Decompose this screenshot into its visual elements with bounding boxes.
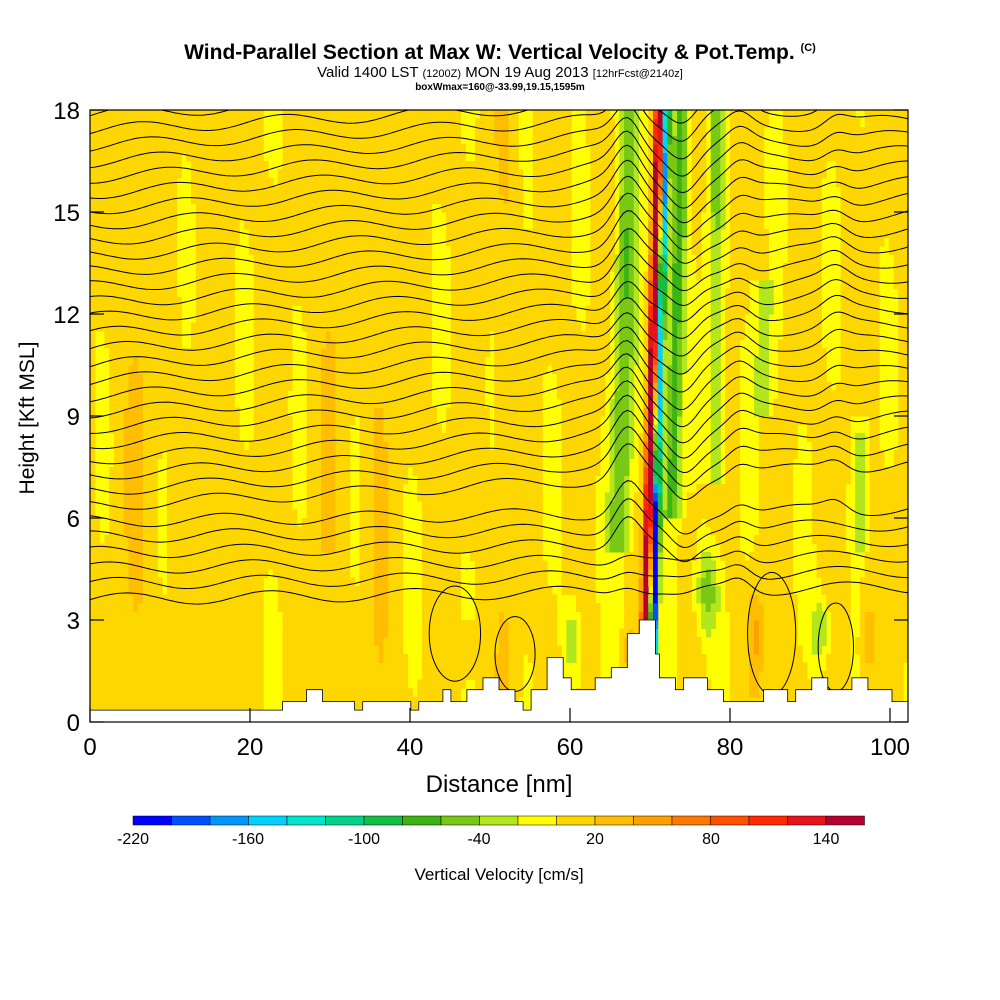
colorbar-swatch [132,815,172,826]
colorbar-swatch [633,815,673,826]
theta-contour [90,110,819,152]
colorbar [132,815,865,826]
colorbar-swatch [787,815,827,826]
colorbar-swatch [479,815,519,826]
colorbar-swatch [402,815,442,826]
x-tick-100: 100 [870,734,910,761]
y-tick-0: 0 [67,710,80,737]
y-tick-12: 12 [53,302,80,329]
colorbar-tick-m100: -100 [348,831,380,848]
theta-contour [90,353,908,419]
box-info: boxWmax=160@-33.99,19.15,1595m [415,82,585,93]
theta-contour [90,380,908,450]
theta-contour [90,110,698,135]
y-tick-18: 18 [53,98,80,125]
colorbar-tick-20: 20 [586,831,604,848]
colorbar-swatch [440,815,480,826]
x-tick-labels: 0 20 40 60 80 100 [83,734,910,761]
x-tick-0: 0 [83,734,96,761]
theta-contour [90,311,908,368]
theta-contour [90,516,908,563]
colorbar-swatch [748,815,788,826]
theta-contour [90,294,908,351]
x-tick-20: 20 [237,734,264,761]
theta-contour [90,263,908,321]
theta-contour [90,394,908,465]
y-axis-ticks [90,109,908,723]
theta-contour [90,110,908,169]
theta-contour [90,577,908,605]
colorbar-swatch [209,815,249,826]
theta-contour [90,130,908,199]
theta-contour [90,192,908,260]
forecast-info: [12hrFcst@2140z] [592,68,683,80]
y-tick-3: 3 [67,608,80,635]
theta-contour [90,480,908,535]
colorbar-swatch [517,815,557,826]
theta-contour [90,443,908,510]
colorbar-tick-m220: -220 [117,831,149,848]
colorbar-tick-140: 140 [813,831,840,848]
x-tick-80: 80 [717,734,744,761]
colorbar-swatch [556,815,596,826]
theta-contour [90,366,908,434]
chart-title-block: Wind-Parallel Section at Max W: Vertical… [0,36,1000,94]
theta-contour [90,210,908,275]
y-tick-6: 6 [67,506,80,533]
theta-contour [90,228,908,290]
colorbar-swatch [248,815,288,826]
chart-title: Wind-Parallel Section at Max W: Vertical… [0,36,1000,65]
terrain-mask [90,619,908,722]
colorbar-swatch [325,815,365,826]
theta-contour [90,564,908,590]
colorbar-swatch [363,815,403,826]
colorbar-swatch [825,815,865,826]
colorbar-swatch [594,815,634,826]
valid-utc: (1200Z) [422,68,462,80]
plot-area [90,45,908,722]
y-tick-15: 15 [53,200,80,227]
colorbar-tick-labels: -220 -160 -100 -40 20 80 140 [117,831,839,848]
colorbar-swatch [710,815,750,826]
x-tick-40: 40 [397,734,424,761]
title-main-text: Wind-Parallel Section at Max W: Vertical… [184,41,795,64]
theta-contour [90,175,908,245]
y-tick-labels: 0 3 6 9 12 15 18 [53,98,80,737]
x-axis-ticks [89,708,891,722]
theta-contour [90,116,908,184]
theta-contour [90,159,908,230]
theta-contour [90,110,231,117]
colorbar-tick-m160: -160 [232,831,264,848]
theta-contour [90,246,908,306]
y-tick-9: 9 [67,404,80,431]
theta-contour [90,498,908,549]
copyright-mark: (C) [800,42,816,54]
theta-contours [90,45,908,696]
colorbar-tick-m40: -40 [467,831,490,848]
velocity-field [90,110,908,722]
colorbar-label: Vertical Velocity [cm/s] [414,865,583,884]
theta-contour [90,278,908,336]
valid-date: MON 19 Aug 2013 [465,64,589,81]
colorbar-swatch [286,815,326,826]
y-axis-label: Height [Kft MSL] [16,342,39,495]
theta-contour [90,550,908,574]
x-axis-label: Distance [nm] [426,771,573,798]
chart-subtitle: Valid 1400 LST (1200Z) MON 19 Aug 2013 [… [0,65,1000,82]
theta-contour [90,340,908,403]
colorbar-tick-80: 80 [702,831,720,848]
colorbar-swatch [671,815,711,826]
colorbar-swatch [171,815,211,826]
theta-contour [90,409,908,480]
theta-contour [90,326,908,385]
valid-time: Valid 1400 LST [317,64,419,81]
theta-contour [90,144,908,215]
theta-contour [90,45,908,100]
theta-contour [90,426,908,495]
x-tick-60: 60 [557,734,584,761]
theta-contour [428,585,482,682]
